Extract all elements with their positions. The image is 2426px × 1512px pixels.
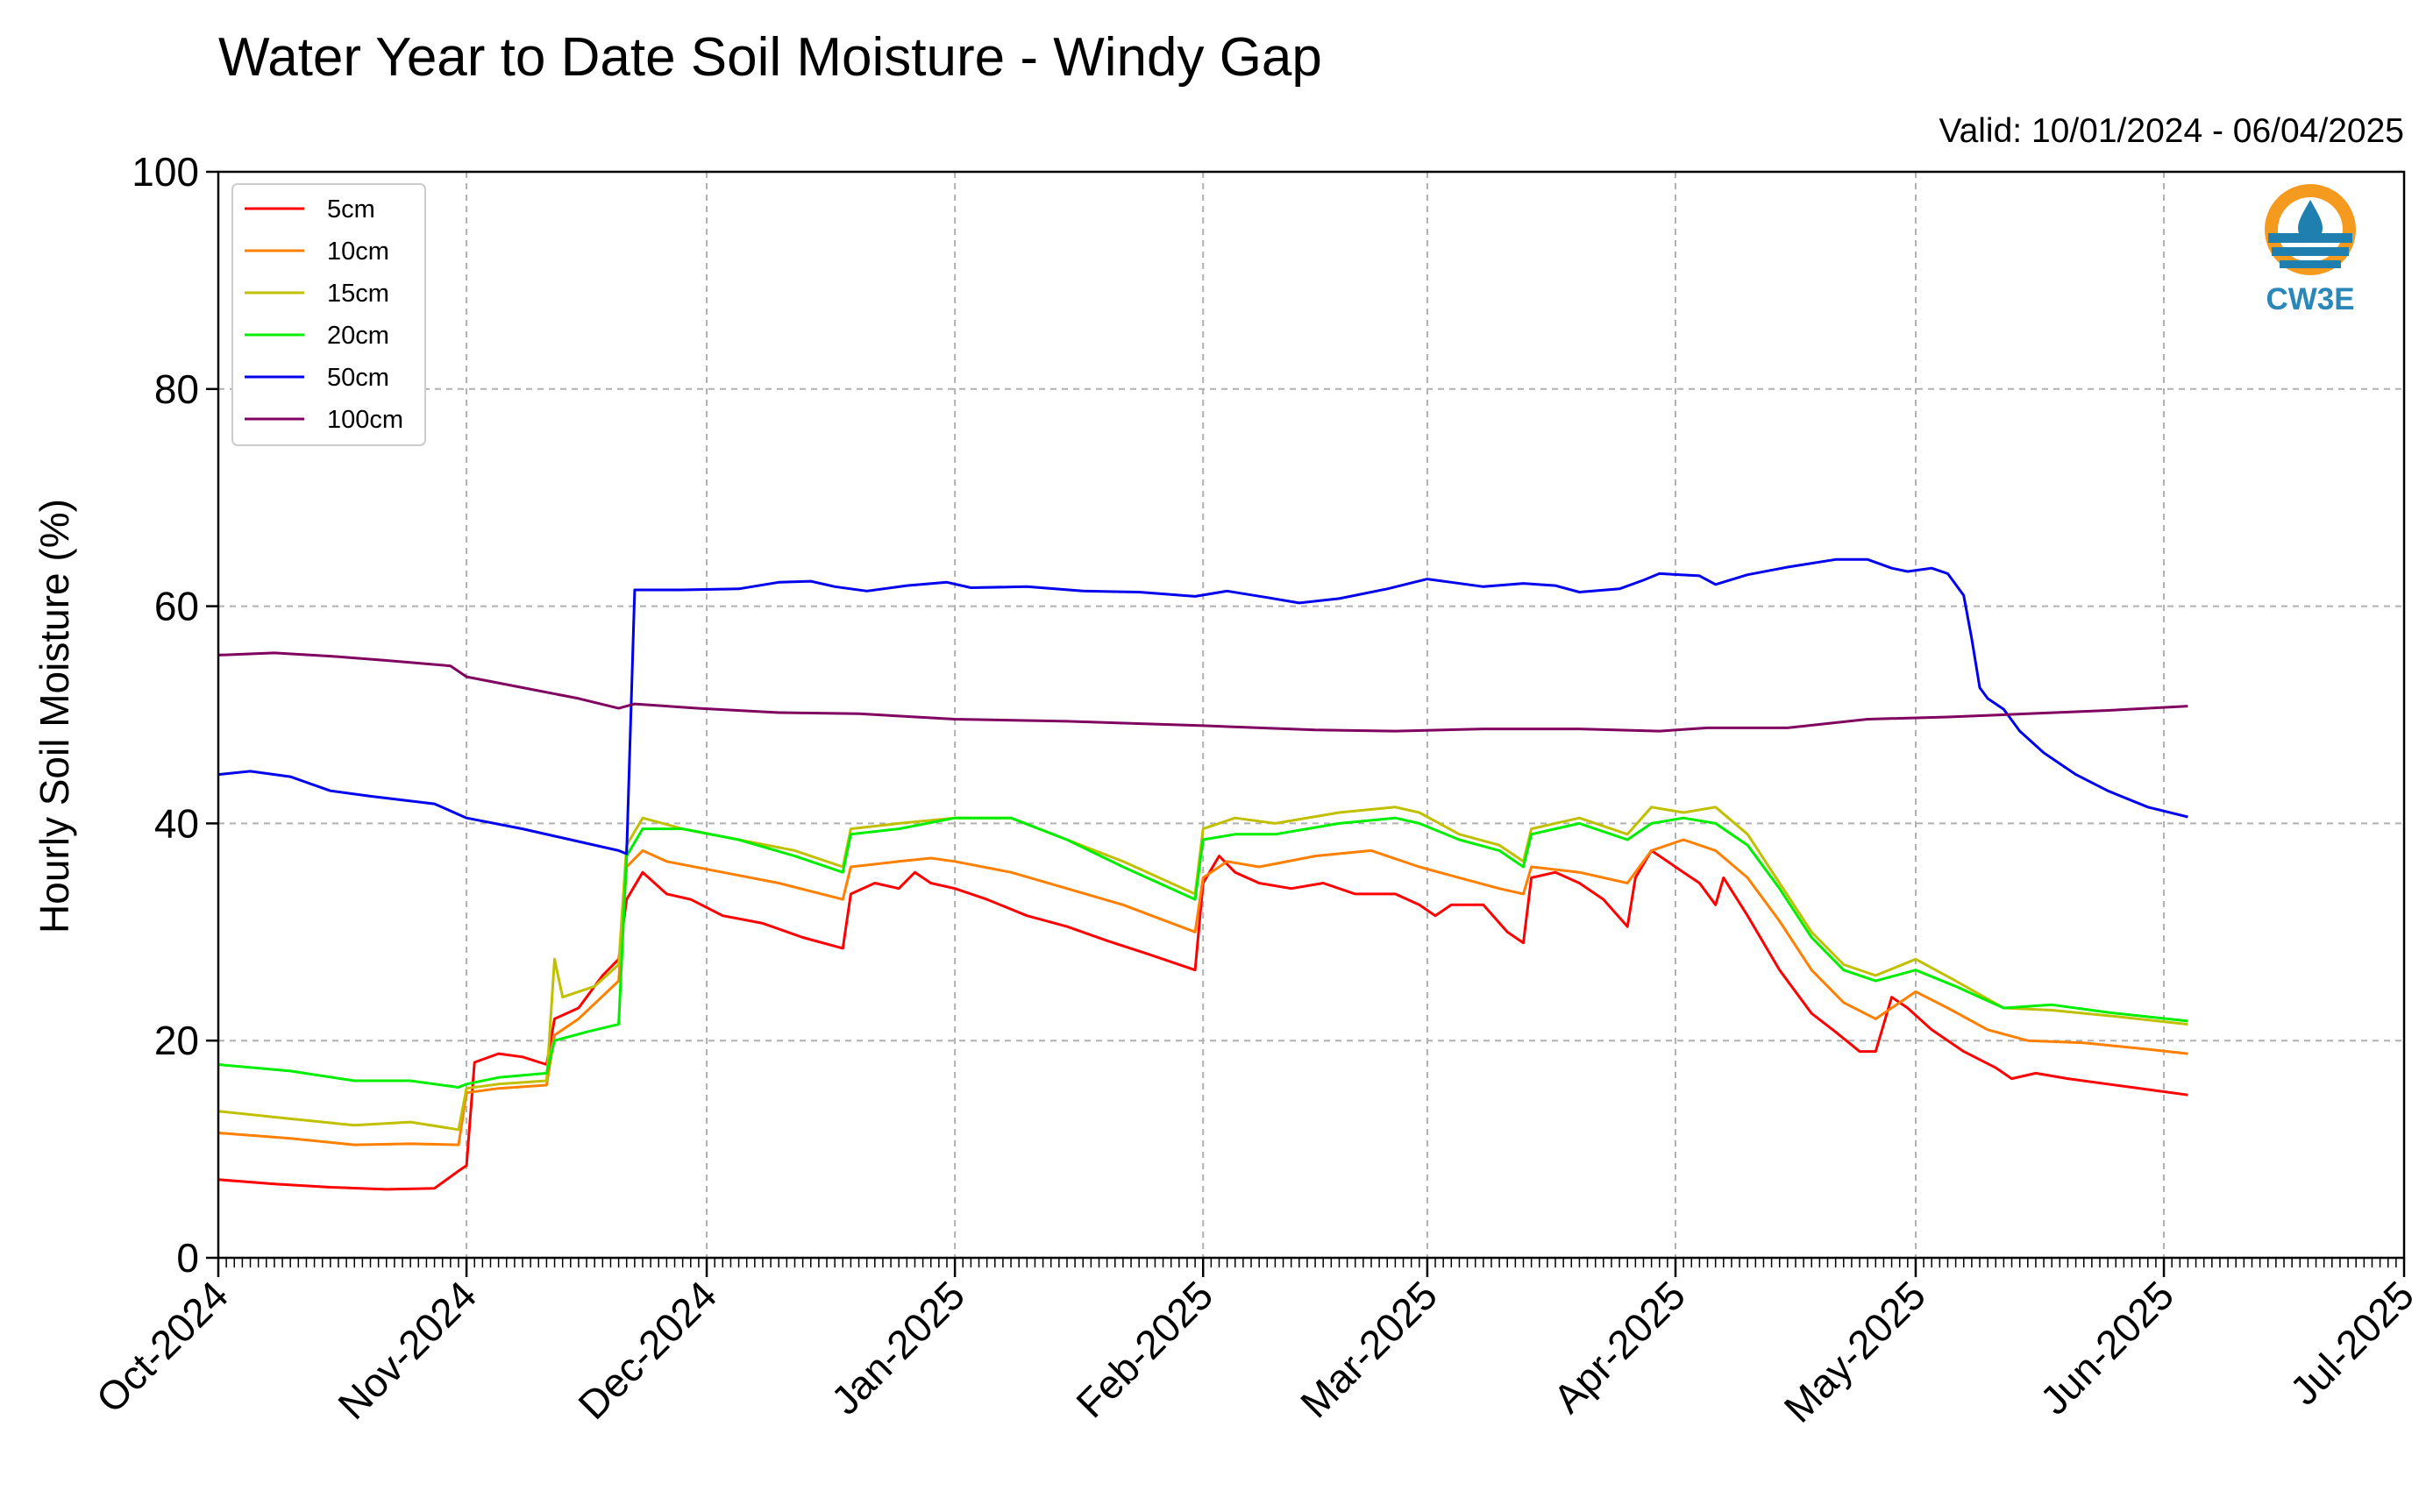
series-line-50cm <box>217 557 2188 855</box>
y-tick-label: 80 <box>154 366 199 412</box>
cw3e-logo: CW3E <box>2265 184 2356 316</box>
y-tick-label: 20 <box>154 1018 199 1063</box>
y-tick-label: 60 <box>154 584 199 629</box>
logo-wave-2 <box>2272 247 2349 256</box>
water-drop-icon <box>2298 200 2323 241</box>
logo-wave-3 <box>2280 260 2341 268</box>
series-line-10cm <box>217 838 2188 1146</box>
legend-label: 50cm <box>327 364 389 392</box>
legend-label: 10cm <box>327 238 389 266</box>
plot-frame <box>217 170 2406 1260</box>
legend: 5cm 10cm 15cm 20cm 50cm 100cm <box>231 183 426 446</box>
chart-title: Water Year to Date Soil Moisture - Windy… <box>218 27 1322 88</box>
legend-label: 5cm <box>327 195 375 224</box>
y-tick-label: 0 <box>176 1235 199 1281</box>
y-tick-label: 40 <box>154 800 199 846</box>
legend-label: 100cm <box>327 406 403 434</box>
legend-label: 15cm <box>327 280 389 308</box>
y-axis-label: Hourly Soil Moisture (%) <box>32 499 77 933</box>
series-line-20cm <box>217 816 2188 1089</box>
legend-label: 20cm <box>327 322 389 350</box>
grid-lines <box>218 172 2404 1258</box>
series-lines <box>217 557 2188 1191</box>
series-line-5cm <box>217 848 2188 1191</box>
logo-text: CW3E <box>2266 282 2354 316</box>
chart-subtitle: Valid: 10/01/2024 - 06/04/2025 <box>1939 112 2404 150</box>
series-line-15cm <box>217 806 2188 1132</box>
series-line-100cm <box>217 651 2188 733</box>
y-tick-label: 100 <box>132 149 199 195</box>
x-minor-ticks <box>217 1258 2405 1267</box>
y-axis: 0 20 40 60 80 100 <box>132 149 218 1281</box>
